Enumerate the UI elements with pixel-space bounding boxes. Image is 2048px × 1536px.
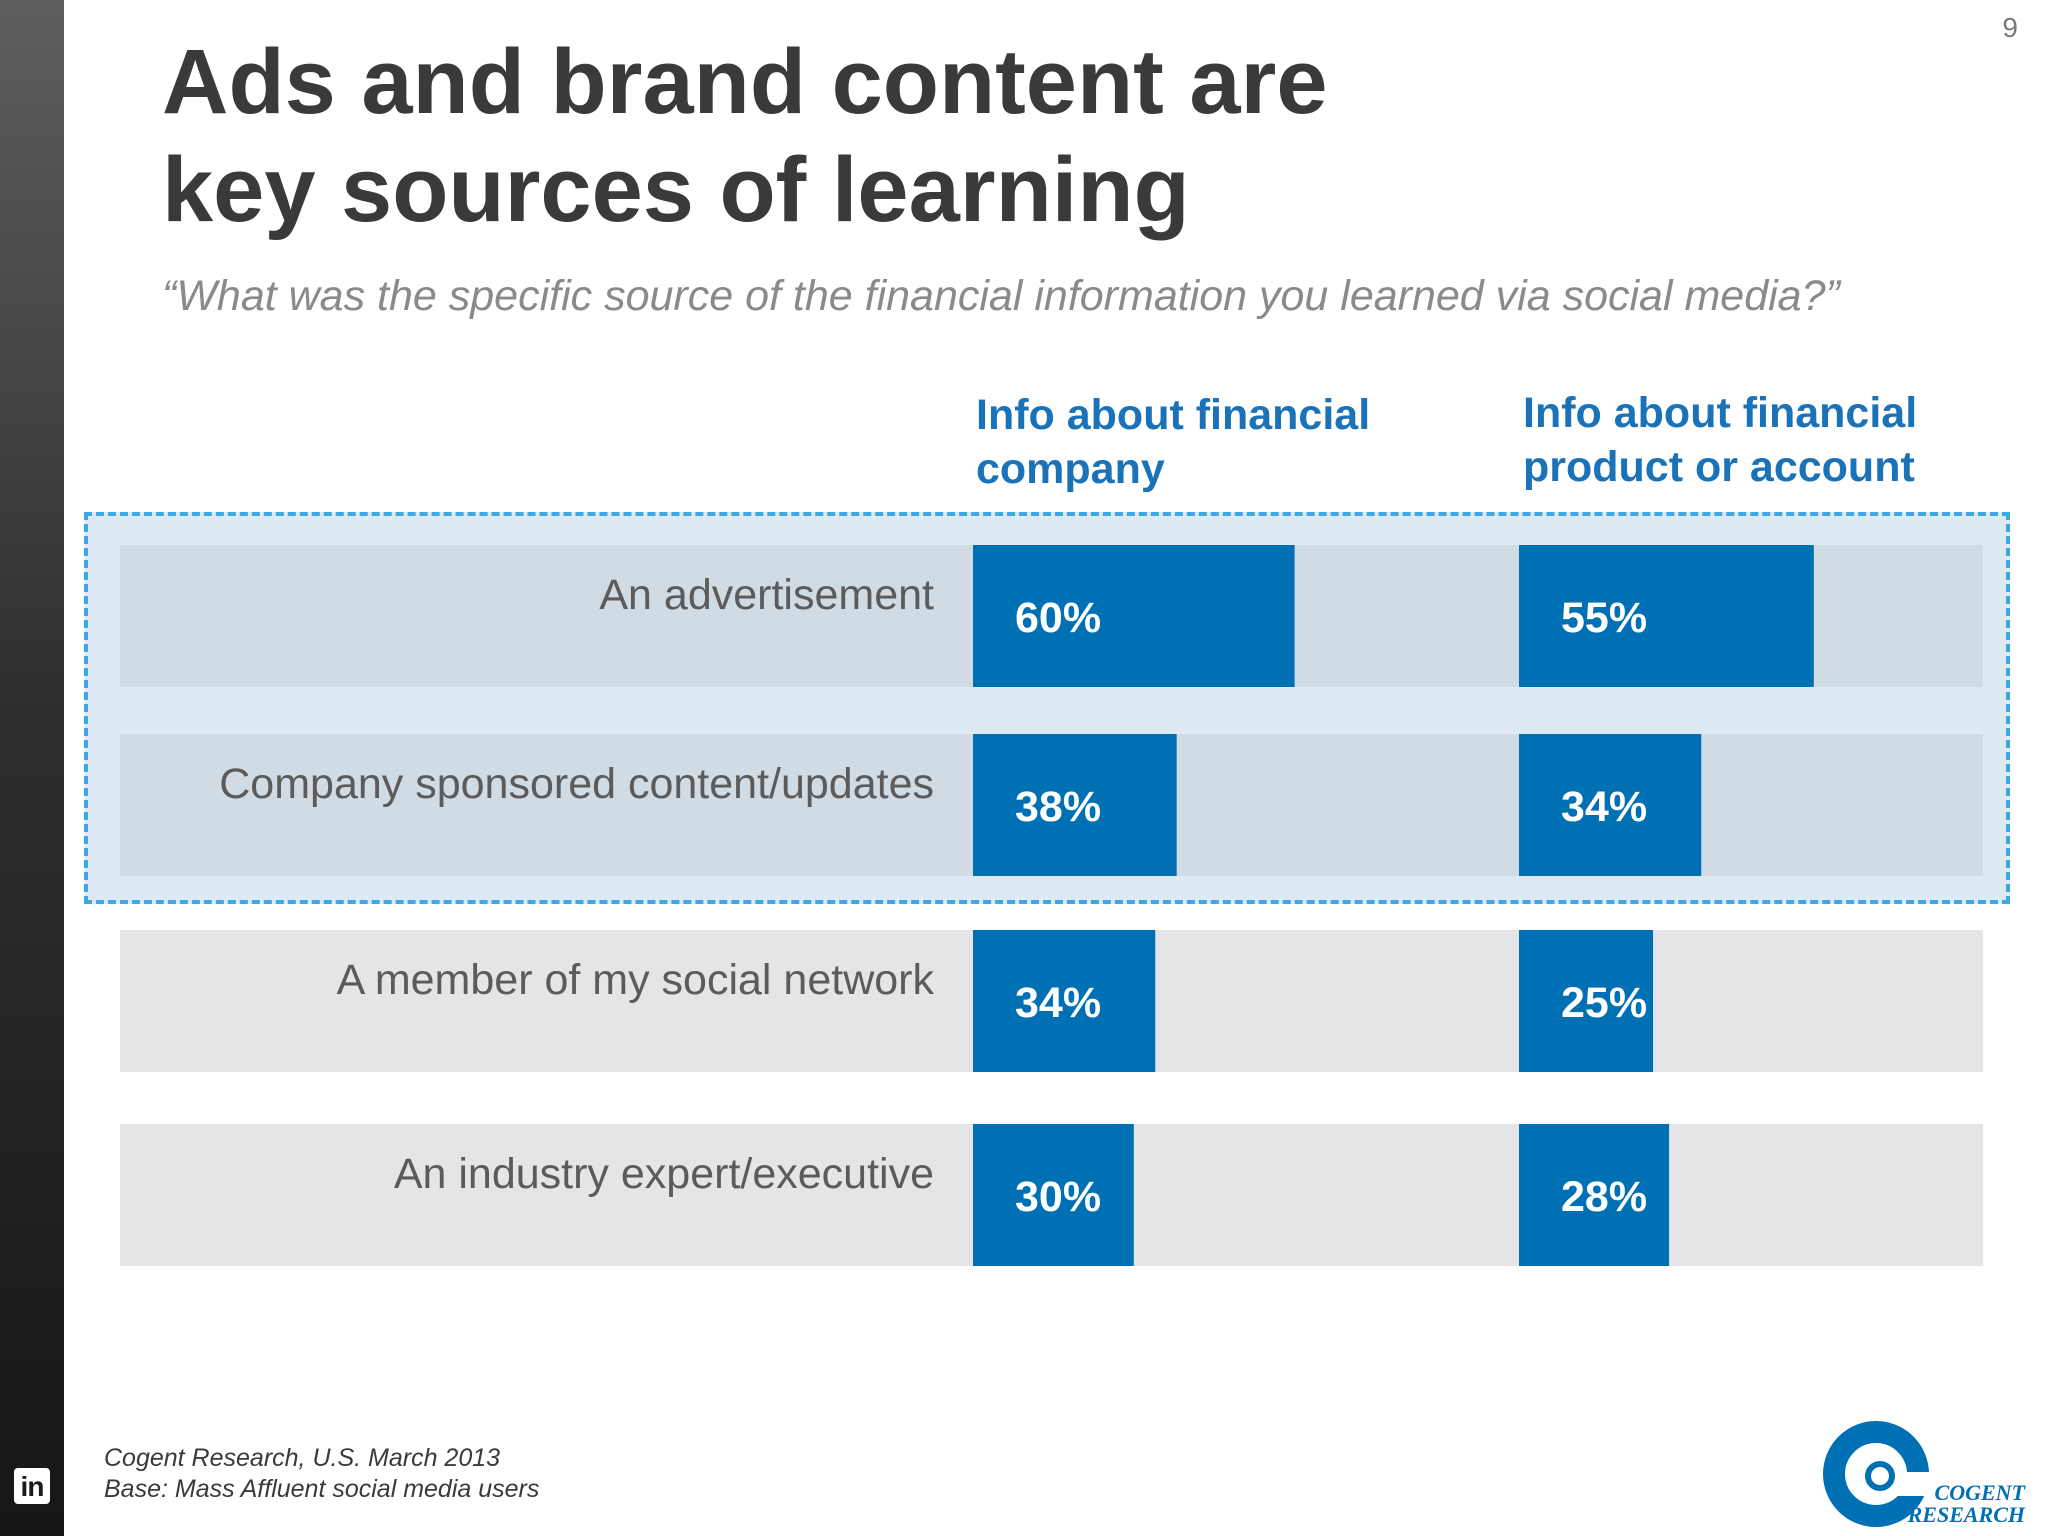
bar <box>1519 734 1702 876</box>
cogent-research-logo: COGENT RESEARCH <box>1823 1421 2027 1527</box>
column-header-company-line2: company <box>976 445 1165 493</box>
data-label: 30% <box>1015 1173 1101 1221</box>
column-header-product: Info about financial product or account <box>1523 386 1993 494</box>
column-header-product-line2: product or account <box>1523 443 1915 491</box>
bar <box>973 1124 1134 1266</box>
category-label: A member of my social network <box>337 956 935 1004</box>
linkedin-icon[interactable]: in <box>14 1468 50 1504</box>
bar <box>1519 1124 1670 1266</box>
bar <box>973 734 1177 876</box>
footer-base: Base: Mass Affluent social media users <box>104 1475 540 1503</box>
data-label: 34% <box>1561 783 1647 831</box>
page-title: Ads and brand content are key sources of… <box>162 28 1462 244</box>
title-line-2: key sources of learning <box>162 139 1190 241</box>
column-header-company-line1: Info about financial <box>976 391 1371 439</box>
category-label: An industry expert/executive <box>394 1150 934 1198</box>
data-label: 34% <box>1015 979 1101 1027</box>
page-number: 9 <box>2002 12 2018 43</box>
sidebar-bar: in <box>0 0 64 1536</box>
column-header-product-line1: Info about financial <box>1523 389 1918 437</box>
logo-center-icon <box>1865 1461 1895 1491</box>
data-label: 38% <box>1015 783 1101 831</box>
logo-text-cogent: COGENT <box>1935 1480 2027 1505</box>
bar <box>973 545 1295 687</box>
category-label: An advertisement <box>599 571 934 619</box>
bar <box>1519 545 1814 687</box>
category-label: Company sponsored content/updates <box>219 760 934 808</box>
data-label: 28% <box>1561 1173 1647 1221</box>
data-label: 25% <box>1561 979 1647 1027</box>
bar <box>1519 930 1653 1072</box>
logo-text-research: RESEARCH <box>1907 1502 2026 1527</box>
title-line-1: Ads and brand content are <box>162 31 1328 133</box>
footer-source: Cogent Research, U.S. March 2013 <box>104 1444 501 1472</box>
column-header-company: Info about financial company <box>976 388 1446 496</box>
bar <box>973 930 1156 1072</box>
data-label: 60% <box>1015 594 1101 642</box>
logo-gap-icon <box>1896 1472 1936 1496</box>
data-label: 55% <box>1561 594 1647 642</box>
survey-question: “What was the specific source of the fin… <box>162 272 1840 320</box>
